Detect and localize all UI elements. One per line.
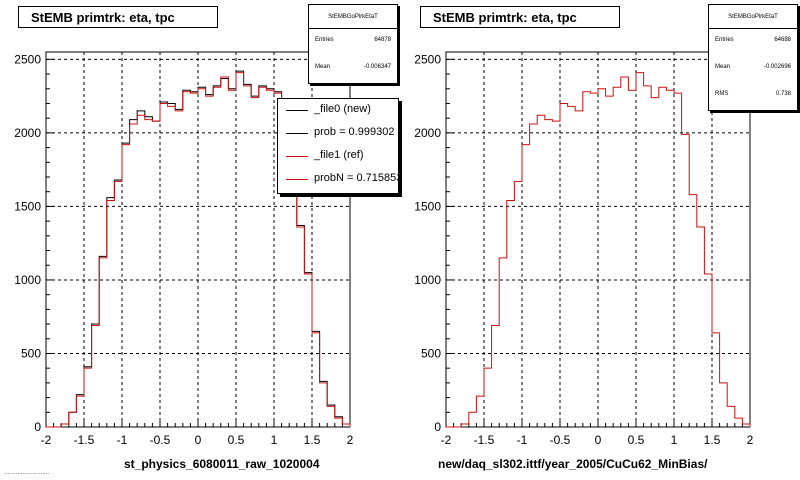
y-tick-label: 500: [21, 346, 41, 360]
legend-label: _file1 (ref): [314, 149, 364, 161]
legend-label: probN = 0.715853: [314, 172, 399, 184]
x-axis-caption: st_physics_6080011_raw_1020004: [124, 457, 320, 471]
stats-label: Entries: [715, 37, 734, 43]
stats-row-entries: Entries 64688: [709, 29, 797, 56]
x-axis-caption: new/daq_sl302.ittf/year_2005/CuCu62_MinB…: [438, 457, 707, 471]
x-tick-label: -1: [517, 433, 528, 447]
stats-name: StEMBGoPlrkEtaT: [709, 5, 797, 29]
y-tick-label: 1500: [14, 199, 41, 213]
y-tick-label: 2500: [414, 52, 441, 66]
stats-label: Mean: [315, 64, 330, 70]
y-tick-label: 2000: [14, 126, 41, 140]
y-tick-label: 500: [421, 346, 441, 360]
legend-swatch: [286, 133, 308, 134]
stats-value: 0.738: [776, 91, 791, 97]
legend-swatch: [286, 156, 308, 157]
y-tick-label: 1000: [14, 273, 41, 287]
legend-entry-probn: probN = 0.715853: [278, 168, 398, 191]
legend-swatch: [286, 110, 308, 111]
stats-value: -0.002696: [764, 64, 791, 70]
histogram-panel-left: -2 -1.5 -1 -0.5 0 0.5 1 1.5 2 0 500 1000 1500 2000 250…: [0, 0, 400, 480]
x-tick-label: 0: [195, 433, 202, 447]
x-tick-label: 1: [271, 433, 278, 447]
x-tick-label: 0.5: [228, 433, 245, 447]
y-tick-label: 1500: [414, 199, 441, 213]
x-tick-label: -1.5: [74, 433, 95, 447]
legend-entry-file1: _file1 (ref): [278, 145, 398, 168]
x-tick-label: 1.5: [304, 433, 321, 447]
y-tick-label: 2500: [14, 52, 41, 66]
x-tick-label: -2: [441, 433, 452, 447]
x-tick-label: 1.5: [704, 433, 721, 447]
y-tick-label: 1000: [414, 273, 441, 287]
histogram-title: StEMB primtrk: eta, tpc: [18, 6, 218, 28]
x-tick-label: 2: [347, 433, 354, 447]
stats-value: -0.006347: [364, 64, 391, 70]
stats-row-entries: Entries 64878: [309, 29, 397, 56]
x-tick-label: -0.5: [150, 433, 171, 447]
x-tick-label: 1: [671, 433, 678, 447]
x-tick-label: -0.5: [550, 433, 571, 447]
legend-swatch: [286, 179, 308, 180]
histogram-title: StEMB primtrk: eta, tpc: [420, 6, 620, 28]
histogram-panel-right: -2 -1.5 -1 -0.5 0 0.5 1 1.5 2 0 500 1000 1500 2000 250…: [400, 0, 800, 480]
stats-label: Entries: [315, 37, 334, 43]
legend-label: prob = 0.999302: [314, 126, 394, 138]
legend-entry-file0: _file0 (new): [278, 99, 398, 122]
stats-label: RMS: [715, 91, 728, 97]
legend: _file0 (new) prob = 0.999302 _file1 (ref…: [277, 98, 399, 194]
stats-value: 64878: [374, 37, 391, 43]
y-tick-label: 2000: [414, 126, 441, 140]
legend-entry-prob: prob = 0.999302: [278, 122, 398, 145]
y-tick-label: 0: [34, 420, 41, 434]
x-tick-label: -1.5: [474, 433, 495, 447]
stats-value: 64688: [774, 37, 791, 43]
legend-label: _file0 (new): [314, 103, 371, 115]
stats-label: Mean: [715, 64, 730, 70]
stats-row-mean: Mean -0.002696: [709, 56, 797, 83]
y-tick-label: 0: [434, 420, 441, 434]
x-tick-label: -2: [41, 433, 52, 447]
x-tick-label: 0: [595, 433, 602, 447]
stats-row-rms: RMS 0.738: [709, 83, 797, 110]
footer-text: ...........................: [4, 470, 49, 476]
stats-row-mean: Mean -0.006347: [309, 56, 397, 83]
x-tick-label: 2: [747, 433, 754, 447]
x-tick-label: 0.5: [628, 433, 645, 447]
x-tick-label: -1: [117, 433, 128, 447]
stats-box: StEMBGoPlrkEtaT Entries 64688 Mean -0.00…: [708, 4, 798, 111]
stats-box: StEMBGoPlrkEtaT Entries 64878 Mean -0.00…: [308, 4, 398, 84]
stats-name: StEMBGoPlrkEtaT: [309, 5, 397, 29]
